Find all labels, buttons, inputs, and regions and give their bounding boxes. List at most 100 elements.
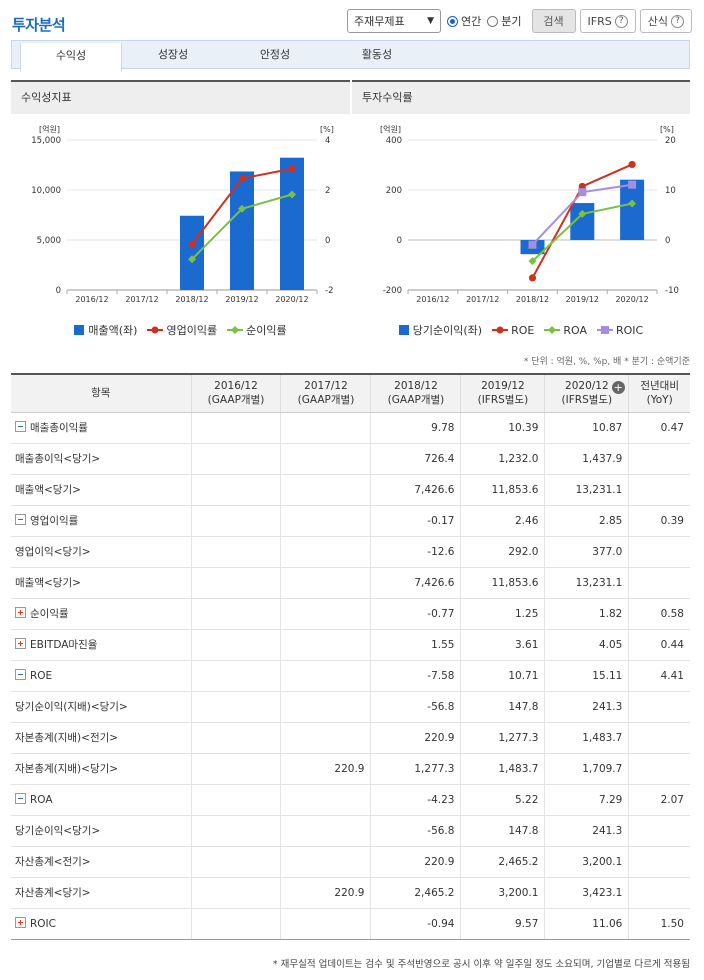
value-cell: 7,426.6: [370, 567, 461, 599]
row-label-cell[interactable]: EBITDA마진율: [11, 629, 191, 661]
legend-marker: [548, 326, 557, 334]
table-row: 영업이익<당기> -12.6 292.0 377.0: [11, 536, 690, 568]
table-row: ROA -4.23 5.22 7.29 2.07: [11, 784, 690, 816]
value-cell: 13,231.1: [544, 567, 629, 599]
value-cell: [190, 846, 281, 878]
annual-radio[interactable]: 연간: [447, 13, 481, 29]
chart-title: 수익성지표: [11, 82, 350, 114]
expand-icon[interactable]: [15, 638, 26, 649]
x-tick-label: 2019/12: [566, 295, 599, 304]
expand-icon[interactable]: [15, 607, 26, 618]
row-label-cell: 자산총계<당기>: [11, 877, 191, 909]
point: [628, 199, 637, 208]
value-cell: 1,277.3: [460, 722, 545, 754]
value-cell: 726.4: [370, 443, 461, 475]
value-cell: 292.0: [460, 536, 545, 568]
value-cell: -4.23: [370, 784, 461, 816]
radio-selected-icon: [447, 15, 459, 27]
search-button[interactable]: 검색: [531, 9, 576, 33]
legend-label: 당기순이익(좌): [412, 324, 483, 337]
yoy-cell: [628, 753, 690, 785]
legend-marker: [231, 326, 240, 334]
point: [578, 188, 587, 197]
legend-item: ROA: [544, 322, 587, 338]
page-title: 투자분석: [12, 16, 66, 34]
tab-growth[interactable]: 성장성: [157, 48, 189, 61]
add-column-icon[interactable]: +: [611, 381, 625, 395]
tab-profitability[interactable]: 수익성: [20, 43, 122, 72]
yoy-cell: [628, 536, 690, 568]
row-label-cell: 매출액<당기>: [11, 567, 191, 599]
header-yoy-sub: (YoY): [646, 394, 673, 407]
x-tick-label: 2018/12: [175, 295, 208, 304]
table-header-row: 항목 2016/12 (GAAP개별) 2017/12 (GAAP개별) 2018/…: [11, 373, 690, 413]
value-cell: 220.9: [370, 846, 461, 878]
table-row: 매출총이익<당기> 726.4 1,232.0 1,437.9: [11, 443, 690, 475]
row-label-cell[interactable]: 영업이익률: [11, 505, 191, 537]
point: [628, 160, 636, 169]
x-tick-label: 2017/12: [125, 295, 158, 304]
value-cell: [280, 908, 371, 940]
value-cell: [190, 753, 281, 785]
header-year: 2019/12: [481, 380, 525, 393]
table-row: 자본총계(지배)<전기> 220.9 1,277.3 1,483.7: [11, 722, 690, 754]
tab-stability[interactable]: 안정성: [259, 48, 291, 61]
collapse-icon[interactable]: [15, 793, 26, 804]
row-label-cell[interactable]: ROE: [11, 660, 191, 692]
x-tick-label: 2020/12: [275, 295, 308, 304]
value-cell: 3.61: [460, 629, 545, 661]
legend-label: ROE: [511, 323, 535, 337]
legend-line-swatch: [596, 326, 613, 334]
header-basis: (IFRS별도): [477, 394, 529, 407]
value-cell: [190, 443, 281, 475]
ifrs-help-button[interactable]: IFRS ?: [579, 9, 636, 33]
value-cell: [280, 784, 371, 816]
row-label-cell[interactable]: 매출총이익률: [11, 412, 191, 444]
row-label: 당기순이익<당기>: [15, 825, 101, 837]
yoy-cell: [628, 815, 690, 847]
bar: [620, 179, 645, 240]
value-cell: 10.71: [460, 660, 545, 692]
value-cell: 220.9: [280, 877, 371, 909]
value-cell: [280, 629, 371, 661]
value-cell: [280, 474, 371, 506]
radio-unselected-icon: [487, 15, 499, 27]
legend-marker: [600, 326, 609, 334]
table-row: 매출액<당기> 7,426.6 11,853.6 13,231.1: [11, 567, 690, 599]
row-label-cell[interactable]: 순이익률: [11, 598, 191, 630]
value-cell: 241.3: [544, 815, 629, 847]
point: [578, 209, 587, 218]
formula-label: 산식: [647, 15, 668, 28]
point: [288, 165, 296, 173]
quarter-radio[interactable]: 분기: [487, 13, 522, 29]
value-cell: 2.85: [544, 505, 629, 537]
value-cell: [280, 598, 371, 630]
formula-help-button[interactable]: 산식 ?: [639, 9, 692, 33]
statement-type-select[interactable]: 주재무제표 ▼: [347, 9, 442, 33]
row-label: 영업이익<당기>: [15, 546, 91, 558]
row-label-cell[interactable]: ROIC: [11, 908, 191, 940]
value-cell: [190, 784, 281, 816]
collapse-icon[interactable]: [15, 421, 26, 432]
header-yoy-label: 전년대비: [640, 380, 679, 393]
y-left-tick-label: 0: [56, 286, 61, 296]
collapse-icon[interactable]: [15, 669, 26, 680]
header-col-2017: 2017/12 (GAAP개별): [280, 373, 371, 413]
value-cell: [190, 412, 281, 444]
expand-icon[interactable]: [15, 917, 26, 928]
table-row: 자본총계(지배)<당기> 220.9 1,277.3 1,483.7 1,709.7: [11, 753, 690, 785]
collapse-icon[interactable]: [15, 514, 26, 525]
row-label: 당기순이익(지배)<당기>: [15, 701, 128, 713]
y-right-tick-label: -2: [325, 286, 333, 296]
row-label: 순이익률: [30, 608, 69, 620]
legend-label: ROIC: [615, 323, 644, 337]
legend-item: ROIC: [596, 322, 644, 338]
value-cell: 1,483.7: [544, 722, 629, 754]
header-year: 2016/12: [214, 380, 258, 393]
chart-legend: 당기순이익(좌) ROE ROA ROIC: [352, 322, 690, 338]
yoy-cell: 0.44: [628, 629, 690, 661]
row-label-cell[interactable]: ROA: [11, 784, 191, 816]
value-cell: 7,426.6: [370, 474, 461, 506]
tab-activity[interactable]: 활동성: [361, 48, 393, 61]
